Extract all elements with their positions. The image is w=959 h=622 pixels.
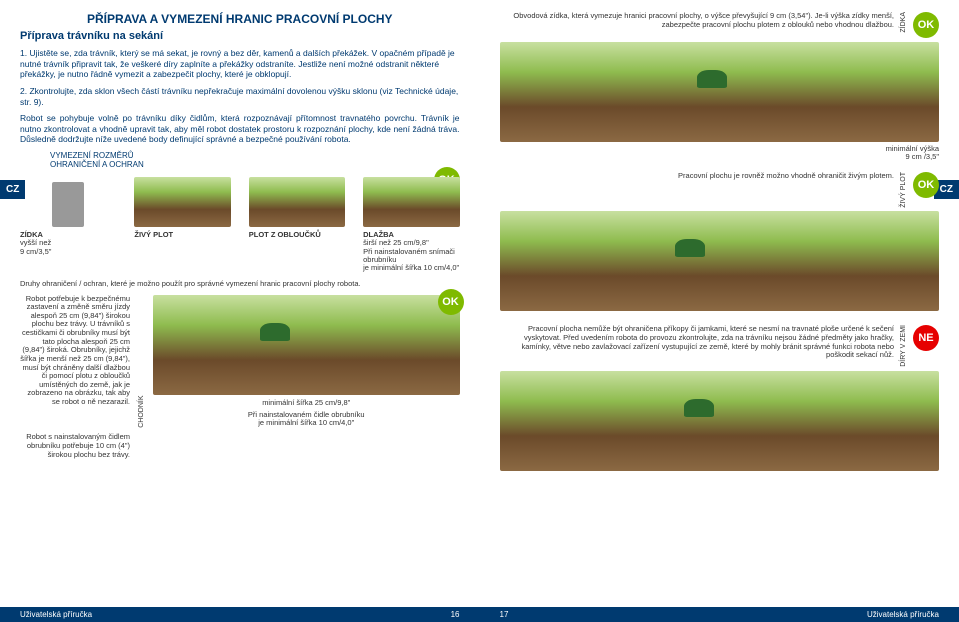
footer-left-label: Uživatelská příručka bbox=[20, 610, 92, 619]
holes-illustration bbox=[500, 371, 940, 471]
wall-boundary-illustration bbox=[500, 42, 940, 142]
ok-badge-3: OK bbox=[913, 12, 939, 38]
robot-icon-4 bbox=[684, 399, 714, 417]
lower-left-note: Robot potřebuje k bezpečnému zastavení a… bbox=[20, 295, 130, 428]
min-width-caption2: Při nainstalovaném čidle obrubníku je mi… bbox=[153, 411, 460, 428]
zivy-label: ŽIVÝ PLOT bbox=[134, 231, 230, 239]
zidka-vert-label: ZÍDKA bbox=[900, 12, 907, 33]
boundary-divider-text: Druhy ohraničení / ochran, které je možn… bbox=[20, 280, 460, 288]
dlazba-sub: širší než 25 cm/9,8" Při nainstalovaném … bbox=[363, 239, 459, 272]
zivy-vert-label: ŽIVÝ PLOT bbox=[900, 172, 907, 208]
min-height-label: minimální výška 9 cm /3,5" bbox=[500, 145, 940, 162]
robot-icon-3 bbox=[675, 239, 705, 257]
chodnik-vert-label: CHODNÍK bbox=[138, 295, 145, 428]
footer-right-label: Uživatelská příručka bbox=[867, 610, 939, 619]
paving-illustration bbox=[363, 177, 459, 227]
ne-badge: NE bbox=[913, 325, 939, 351]
ok-badge-4: OK bbox=[913, 172, 939, 198]
fence-illustration bbox=[249, 177, 345, 227]
hedge-boundary-note: Pracovní plochu je rovněž možno vhodně o… bbox=[500, 172, 895, 181]
robot-icon-2 bbox=[697, 70, 727, 88]
robot-icon bbox=[260, 323, 290, 341]
min-width-caption: minimální šířka 25 cm/9,8" bbox=[153, 399, 460, 407]
holes-warning-note: Pracovní plocha nemůže být ohraničena př… bbox=[500, 325, 895, 360]
hedge-illustration bbox=[134, 177, 230, 227]
pathway-illustration bbox=[153, 295, 460, 395]
cz-tab-left: CZ bbox=[0, 180, 25, 199]
dim-section-title: VYMEZENÍ ROZMĚRŮ OHRANIČENÍ A OCHRAN bbox=[50, 151, 460, 169]
hedge-boundary-illustration bbox=[500, 211, 940, 311]
lower-left-note2: Robot s nainstalovaným čidlem obrubníku … bbox=[20, 433, 130, 459]
plot-label: PLOT Z OBLOUČKŮ bbox=[249, 231, 345, 239]
subtitle: Příprava trávníku na sekání bbox=[20, 30, 460, 42]
ok-badge-2: OK bbox=[438, 289, 464, 315]
diry-vert-label: DÍRY V ZEMI bbox=[900, 325, 907, 367]
page-num-left: 16 bbox=[451, 610, 460, 619]
intro-p2: 2. Zkontrolujte, zda sklon všech částí t… bbox=[20, 86, 460, 107]
wall-illustration bbox=[52, 182, 84, 227]
boundary-types-row bbox=[20, 177, 460, 227]
intro-p1: 1. Ujistěte se, zda trávník, který se má… bbox=[20, 48, 460, 80]
page-num-right: 17 bbox=[500, 610, 509, 619]
main-title: PŘÍPRAVA A VYMEZENÍ HRANIC PRACOVNÍ PLOC… bbox=[20, 12, 460, 26]
wall-height-note: Obvodová zídka, která vymezuje hranici p… bbox=[500, 12, 895, 29]
zidka-sub: vyšší než 9 cm/3,5" bbox=[20, 239, 116, 256]
intro-p3: Robot se pohybuje volně po trávníku díky… bbox=[20, 113, 460, 145]
